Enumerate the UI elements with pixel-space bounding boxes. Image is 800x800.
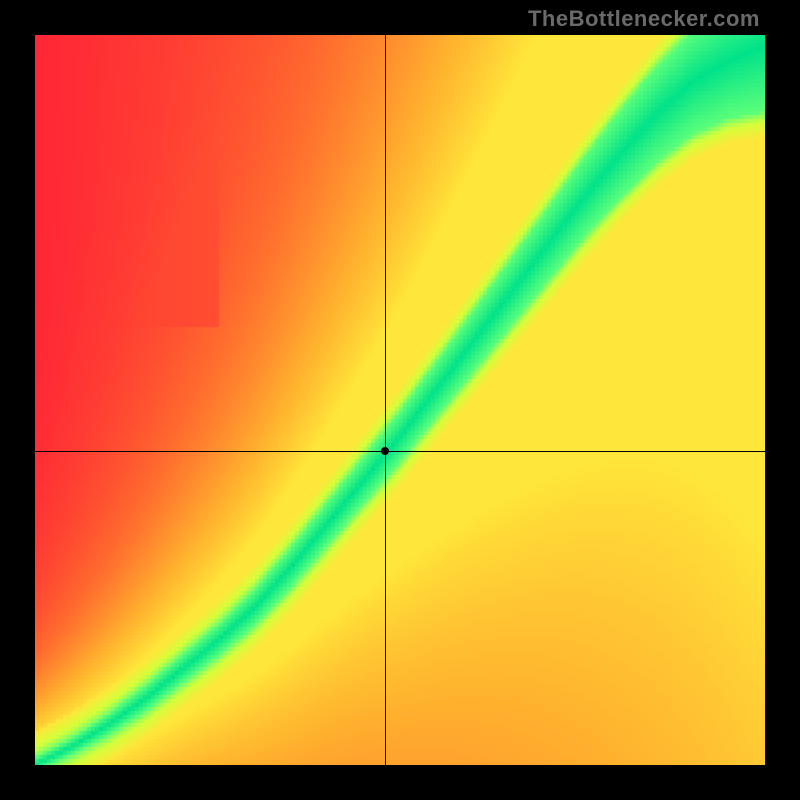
heatmap-canvas — [35, 35, 765, 765]
plot-area — [35, 35, 765, 765]
chart-container: { "watermark": { "text": "TheBottlenecke… — [0, 0, 800, 800]
crosshair-horizontal — [35, 451, 765, 452]
watermark-text: TheBottlenecker.com — [528, 6, 760, 32]
crosshair-vertical — [385, 35, 386, 765]
crosshair-marker — [381, 447, 389, 455]
